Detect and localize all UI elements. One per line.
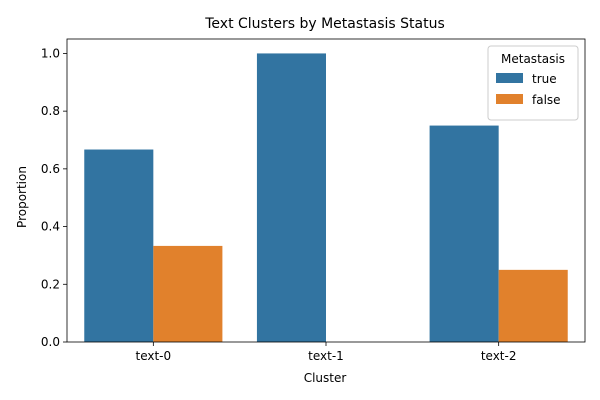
x-axis-label: Cluster — [304, 371, 347, 385]
y-tick-label: 1.0 — [41, 46, 60, 60]
bar-false-text-0 — [153, 245, 223, 342]
y-tick-label: 0.8 — [41, 104, 60, 118]
x-axis: text-0 text-1 text-2 — [136, 342, 517, 363]
x-tick-label: text-0 — [136, 349, 172, 363]
y-axis-label: Proportion — [15, 166, 29, 228]
legend-title: Metastasis — [501, 52, 565, 66]
y-tick-label: 0.4 — [41, 220, 60, 234]
y-tick-label: 0.6 — [41, 162, 60, 176]
bar-true-text-2 — [429, 125, 499, 342]
y-axis: 0.0 0.2 0.4 0.6 0.8 1.0 — [41, 46, 67, 349]
legend-swatch-false — [496, 94, 523, 104]
legend-label-false: false — [532, 93, 561, 107]
legend-swatch-true — [496, 73, 523, 83]
chart-title: Text Clusters by Metastasis Status — [204, 16, 444, 32]
legend: Metastasis true false — [487, 45, 579, 121]
y-tick-label: 0.0 — [41, 335, 60, 349]
y-tick-label: 0.2 — [41, 277, 60, 291]
plot-area — [66, 38, 586, 343]
x-tick-label: text-1 — [308, 349, 344, 363]
x-tick-label: text-2 — [481, 349, 517, 363]
legend-label-true: true — [532, 72, 557, 86]
bar-true-text-1 — [256, 53, 326, 343]
bar-false-text-2 — [498, 269, 568, 342]
bar-true-text-0 — [84, 149, 154, 342]
